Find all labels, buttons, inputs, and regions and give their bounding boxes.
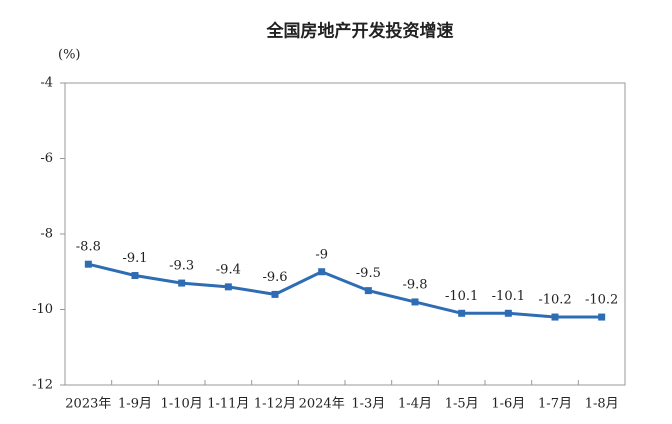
marker [224,283,232,291]
value-label: -9.6 [262,270,287,285]
value-label: -10.1 [445,289,478,304]
value-label: -10.2 [585,293,618,308]
marker [131,272,139,280]
marker [178,279,186,287]
y-tick-label: -12 [32,378,53,393]
x-tick-label: 1-8月 [585,397,619,412]
y-tick-label: -8 [40,227,53,242]
value-label: -9.3 [169,259,194,274]
x-tick-label: 1-9月 [118,397,152,412]
value-label: -9.8 [402,277,427,292]
value-label: -9.4 [216,262,241,277]
x-tick-label: 1-12月 [254,397,296,412]
y-axis-label: (%) [58,48,81,63]
value-label: -9 [315,247,328,262]
value-label: -10.2 [538,293,571,308]
value-label: -9.5 [356,266,381,281]
x-tick-label: 1-4月 [398,397,432,412]
y-tick-label: -10 [32,302,53,317]
y-tick-label: -4 [40,76,53,91]
x-tick-label: 2023年 [65,397,111,412]
x-tick-label: 1-3月 [351,397,385,412]
x-tick-label: 1-7月 [538,397,572,412]
x-tick-label: 1-6月 [491,397,525,412]
marker [551,313,559,321]
chart-title: 全国房地产开发投资增速 [266,21,454,42]
marker [271,290,279,298]
marker [318,268,326,276]
x-tick-label: 2024年 [299,397,345,412]
value-label: -8.8 [76,240,101,255]
line [87,262,602,319]
y-tick-label: -6 [40,151,53,166]
value-label: -9.1 [122,251,147,266]
marker [411,298,419,306]
marker [364,287,372,295]
plot-frame [64,82,626,386]
marker [458,309,466,317]
marker [598,313,606,321]
x-tick-label: 1-5月 [445,397,479,412]
x-tick-label: 1-11月 [207,397,249,412]
x-tick-label: 1-10月 [161,397,203,412]
marker [504,309,512,317]
marker [84,260,92,268]
value-label: -10.1 [492,289,525,304]
